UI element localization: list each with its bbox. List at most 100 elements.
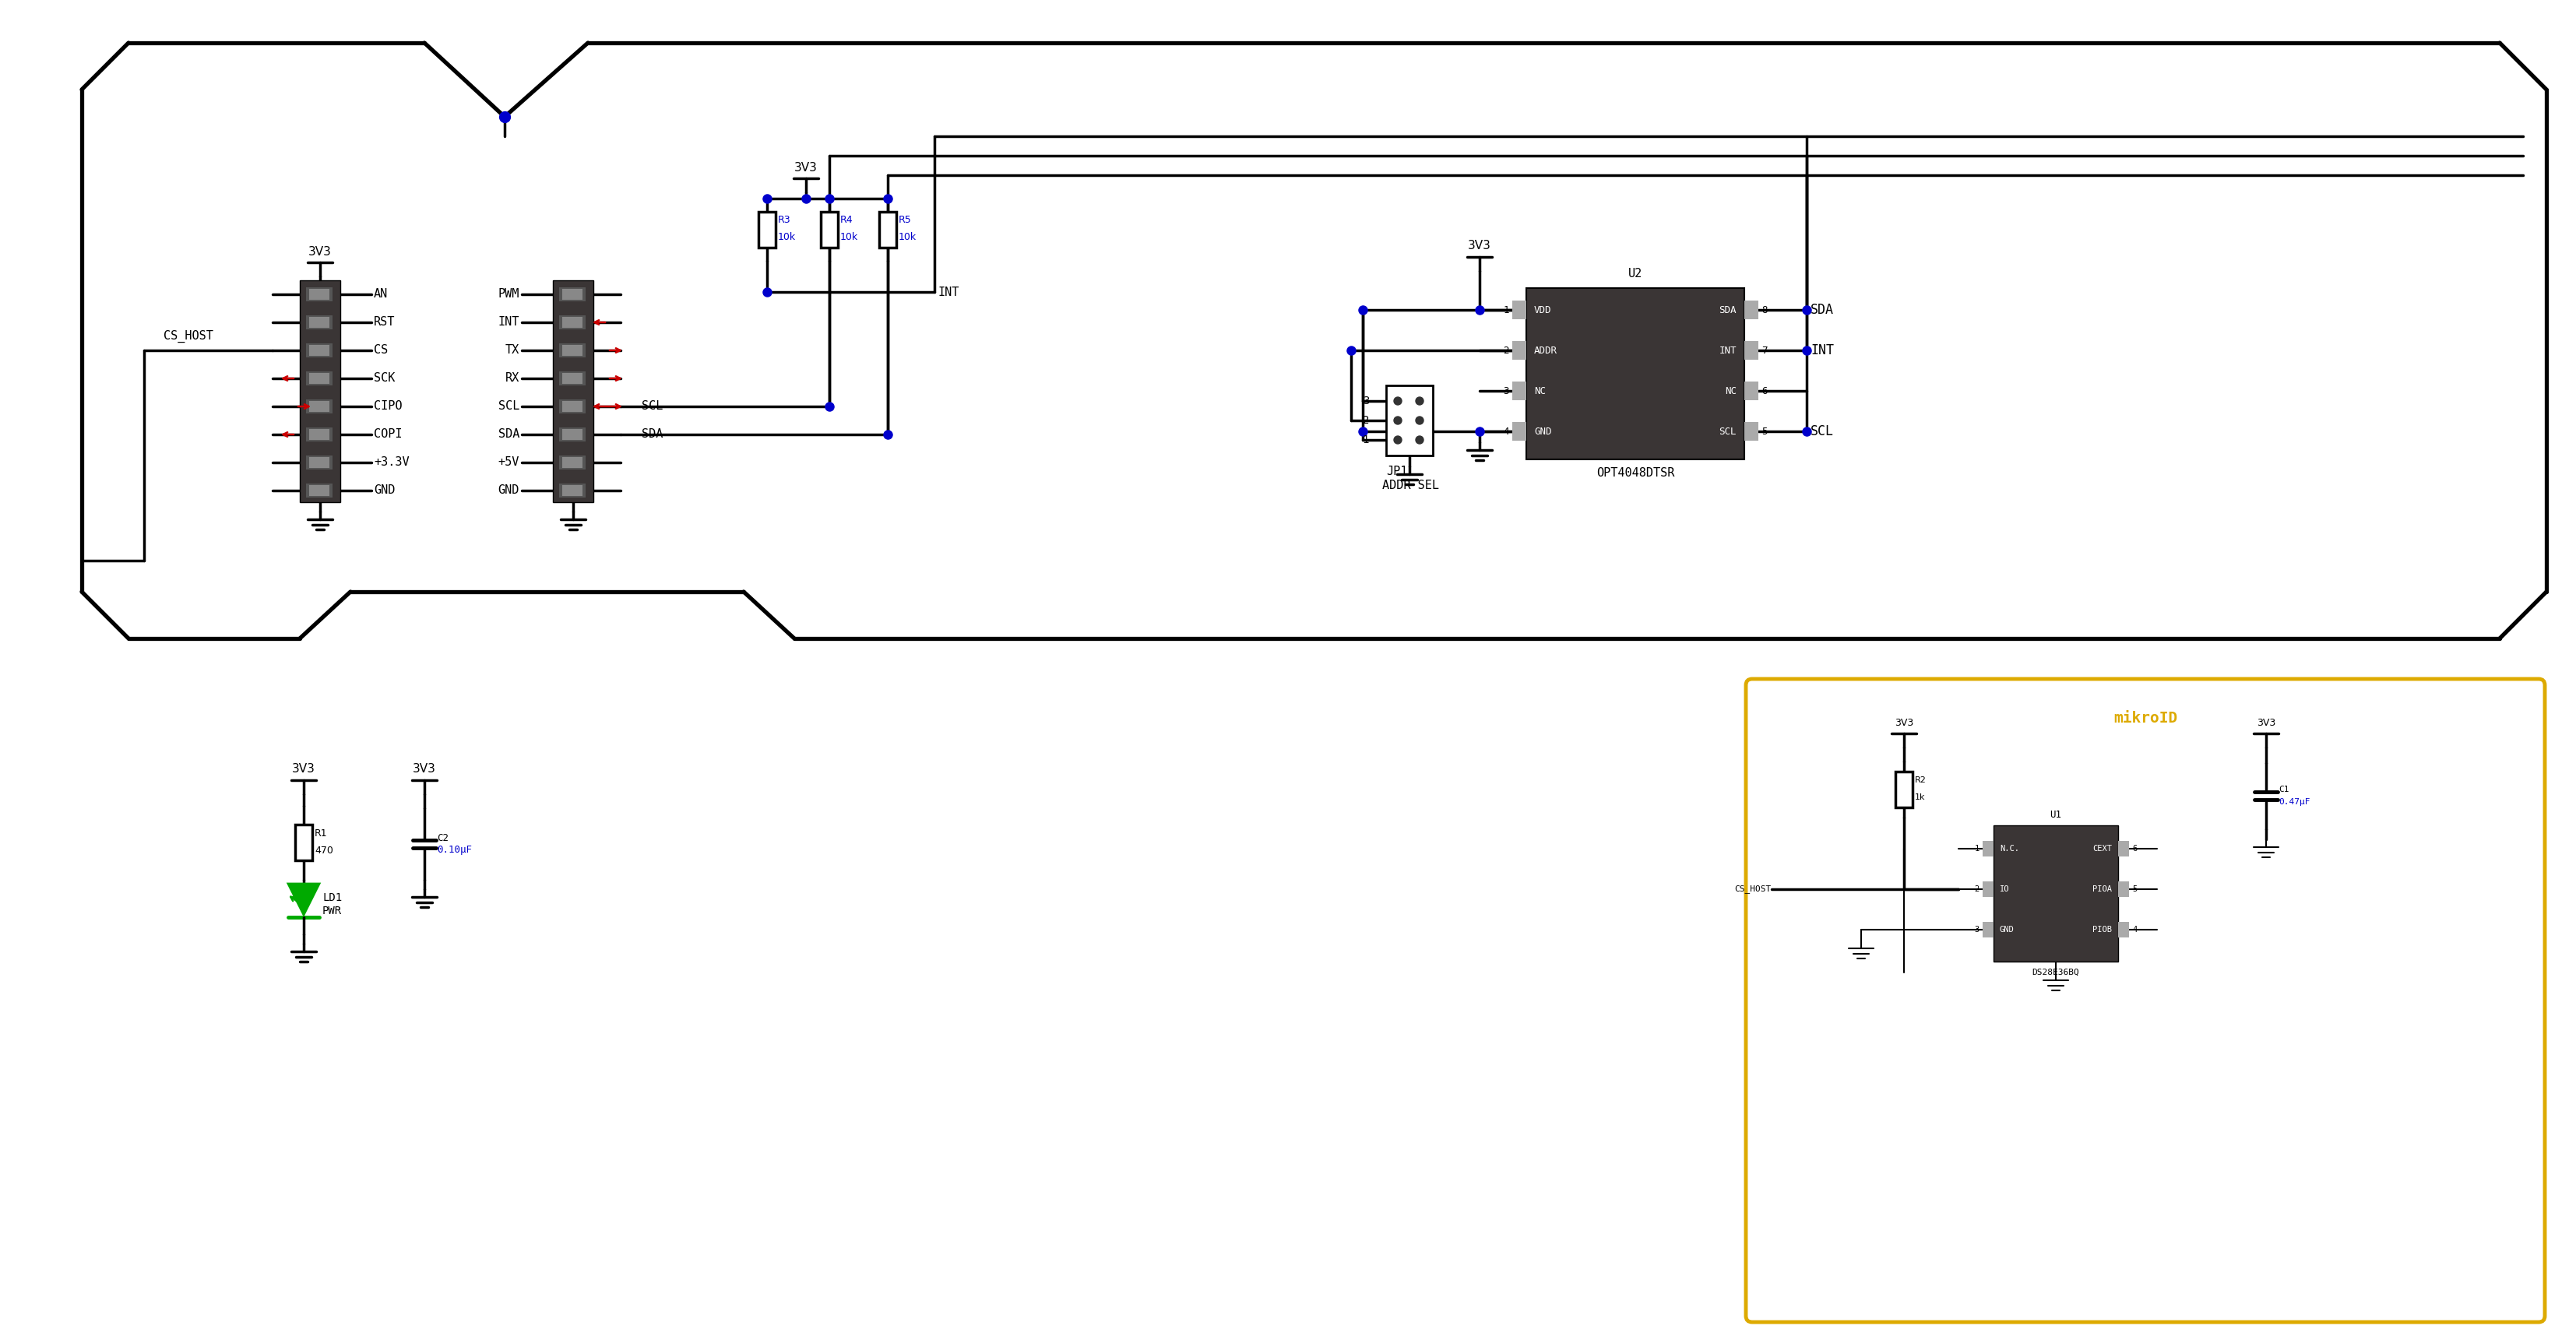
Bar [1994,825,2117,962]
Text: VDD: VDD [1535,304,1551,315]
Text: CS_HOST: CS_HOST [162,330,214,343]
Text: INT: INT [1718,346,1736,355]
Text: GND: GND [1535,426,1551,437]
Text: 3: 3 [1976,926,1978,934]
Text: SCK: SCK [374,373,394,385]
Text: 10k: 10k [778,232,796,243]
Bar [562,316,582,328]
Text: PIOA: PIOA [2092,886,2112,892]
Bar [309,429,330,440]
Bar [307,343,332,358]
Text: OPT4048DTSR: OPT4048DTSR [1597,468,1674,480]
Bar [757,212,775,248]
Bar [1744,422,1759,441]
Text: INT: INT [1811,343,1834,358]
Bar [562,429,582,440]
Text: AN: AN [374,288,389,300]
Bar [562,457,582,468]
FancyBboxPatch shape [1747,679,2545,1323]
Bar [562,401,582,411]
Circle shape [1417,397,1425,405]
Circle shape [1417,417,1425,425]
Bar [296,824,312,860]
Text: 3V3: 3V3 [1893,717,1914,728]
Text: RST: RST [374,316,394,328]
Bar [562,373,582,383]
Bar [562,485,582,496]
Text: 10k: 10k [899,232,917,243]
Bar [307,315,332,330]
Bar [309,344,330,356]
Text: 8: 8 [1762,304,1767,315]
Text: 1k: 1k [1914,793,1924,801]
Text: CS_HOST: CS_HOST [1734,884,1772,894]
Text: C1: C1 [2280,785,2290,793]
Bar [1744,382,1759,401]
Bar [2117,882,2128,896]
Bar [559,399,585,414]
Text: 2: 2 [1363,415,1368,426]
Bar [2117,922,2128,938]
Text: INT: INT [497,316,520,328]
Bar [309,401,330,411]
Bar [1984,842,1994,856]
Text: PIOB: PIOB [2092,926,2112,934]
Bar [559,484,585,497]
Text: GND: GND [374,485,394,496]
Text: 4: 4 [2133,926,2138,934]
Text: CIPO: CIPO [374,401,402,413]
Bar [307,456,332,469]
Bar [309,457,330,468]
Text: 3V3: 3V3 [291,764,314,775]
Text: 3V3: 3V3 [309,245,332,257]
Bar [1744,342,1759,359]
Text: +3.3V: +3.3V [374,457,410,469]
Text: 5: 5 [2133,886,2138,892]
Bar [878,212,896,248]
Text: R5: R5 [899,216,912,225]
Bar [299,280,340,502]
Text: GND: GND [497,485,520,496]
Text: 0.47μF: 0.47μF [2280,799,2311,805]
Bar [309,485,330,496]
Text: GND: GND [1999,926,2014,934]
Bar [1984,882,1994,896]
Bar [1744,300,1759,319]
Circle shape [1394,397,1401,405]
Bar [1512,342,1528,359]
Text: CEXT: CEXT [2092,844,2112,852]
Text: 5: 5 [1762,426,1767,437]
Bar [1386,386,1432,456]
Text: SCL: SCL [641,401,662,413]
Bar [1512,300,1528,319]
Bar [1512,382,1528,401]
Text: TX: TX [505,344,520,356]
Text: 0.10μF: 0.10μF [438,846,471,855]
Bar [307,287,332,302]
Bar [562,289,582,300]
Circle shape [1394,436,1401,444]
Bar [1984,922,1994,938]
Text: RX: RX [505,373,520,385]
Bar [2117,842,2128,856]
Text: DS28E36BQ: DS28E36BQ [2032,969,2079,977]
Text: mikroID: mikroID [2112,710,2177,725]
Bar [554,280,592,502]
Text: SCL: SCL [1718,426,1736,437]
Text: SDA: SDA [1718,304,1736,315]
Text: 7: 7 [1762,346,1767,355]
Bar [559,456,585,469]
Text: SCL: SCL [1811,425,1834,438]
Text: 1: 1 [1363,434,1368,445]
Text: 3V3: 3V3 [412,764,435,775]
Bar [307,371,332,386]
Text: COPI: COPI [374,429,402,441]
Text: 4: 4 [1504,426,1510,437]
Text: U2: U2 [1628,268,1643,280]
Bar [559,343,585,358]
Text: R3: R3 [778,216,791,225]
Text: IO: IO [1999,886,2009,892]
Bar [307,427,332,441]
Text: LD1: LD1 [322,892,343,903]
Text: N.C.: N.C. [1999,844,2020,852]
